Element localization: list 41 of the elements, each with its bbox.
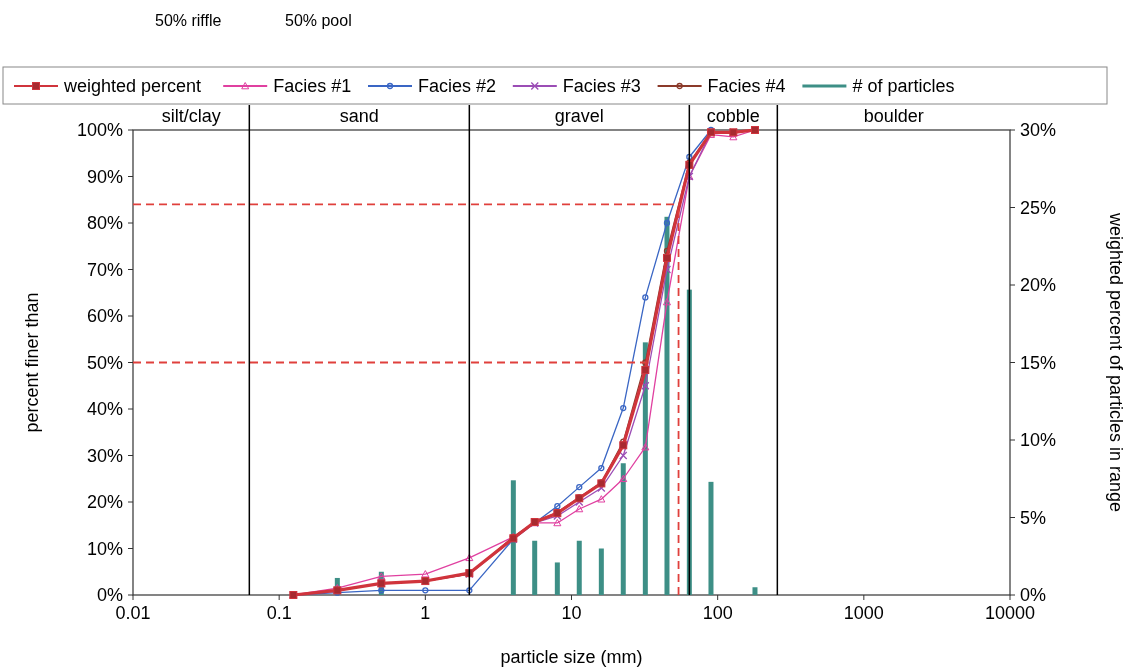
y-tick-label: 70%	[86, 259, 123, 280]
text: boulder	[863, 106, 924, 126]
y-tick-label: 60%	[86, 306, 123, 326]
y2-tick-label: 10%	[1020, 430, 1057, 450]
y2-tick-label: 15%	[1020, 352, 1057, 373]
x-tick-label: 10	[561, 603, 582, 623]
y-tick-label: 50%	[86, 352, 123, 373]
legend-label: Facies #1	[273, 76, 352, 96]
text: sand	[339, 106, 379, 126]
x-tick-label: 0.01	[115, 603, 151, 623]
y-tick-label: 80%	[86, 213, 123, 233]
legend-label: Facies #2	[418, 76, 497, 96]
x-tick-label: 0.1	[266, 603, 292, 623]
y2-tick-label: 20%	[1020, 275, 1057, 295]
x-tick-label: 1000	[843, 603, 884, 623]
y-tick-label: 40%	[86, 399, 123, 419]
y2-tick-label: 5%	[1020, 507, 1047, 528]
legend-label: Facies #4	[707, 76, 786, 96]
y-tick-label: 20%	[86, 492, 123, 512]
x-tick-label: 100	[702, 603, 733, 623]
text: cobble	[706, 106, 760, 126]
y2-tick-label: 25%	[1020, 197, 1057, 218]
x-tick-label: 1	[420, 603, 431, 623]
y2-tick-label: 30%	[1020, 120, 1057, 140]
y-tick-label: 30%	[86, 445, 123, 466]
text: 50% riffle	[155, 12, 222, 29]
y-tick-label: 90%	[86, 166, 123, 187]
y-axis-title: percent finer than	[22, 292, 42, 433]
text: gravel	[554, 106, 604, 126]
y-tick-label: 10%	[86, 538, 123, 559]
legend-label: # of particles	[852, 76, 955, 96]
x-axis-title: particle size (mm)	[500, 647, 643, 667]
x-tick-label: 10000	[984, 603, 1036, 623]
text: 50% pool	[285, 12, 352, 29]
legend-label: weighted percent	[63, 76, 202, 96]
y2-axis-title: weighted percent of particles in range	[1106, 211, 1126, 513]
y-tick-label: 100%	[76, 120, 123, 140]
y-tick-label: 0%	[96, 585, 123, 605]
text: silt/clay	[161, 106, 221, 126]
legend-label: Facies #3	[562, 76, 641, 96]
y2-tick-label: 0%	[1020, 585, 1047, 605]
